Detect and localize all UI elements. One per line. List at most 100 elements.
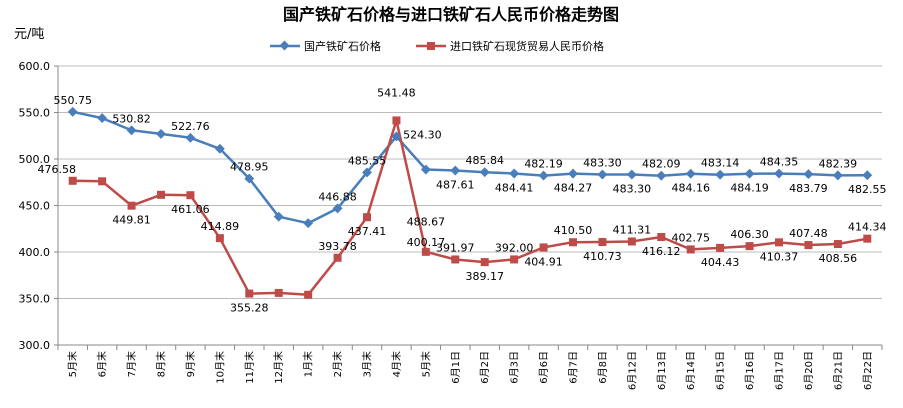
data-label-series-2: 400.17 bbox=[407, 236, 446, 249]
point-series-1 bbox=[156, 128, 166, 139]
point-series-2 bbox=[833, 240, 842, 249]
data-label-series-2: 414.34 bbox=[848, 221, 887, 234]
data-label-series-2: 391.97 bbox=[436, 241, 475, 254]
data-label-series-2: 410.73 bbox=[583, 250, 622, 263]
series-lines bbox=[72, 110, 868, 297]
data-label-series-2: 404.91 bbox=[524, 255, 563, 268]
point-series-1 bbox=[774, 168, 784, 179]
data-label-series-1: 484.19 bbox=[730, 182, 769, 195]
x-tick-label: 5月末 bbox=[66, 351, 79, 377]
x-tick-label: 6月7日 bbox=[568, 351, 580, 384]
x-tick-label: 9月末 bbox=[184, 351, 197, 377]
x-tick-label: 6月17日 bbox=[774, 351, 786, 390]
x-tick-label: 6月22日 bbox=[862, 351, 874, 390]
data-label-series-1: 482.09 bbox=[642, 158, 681, 171]
legend-marker-series-2 bbox=[427, 42, 435, 50]
point-series-2 bbox=[157, 190, 165, 199]
x-tick-label: 8月末 bbox=[155, 351, 168, 377]
y-tick-label: 600.0 bbox=[19, 60, 51, 73]
data-label-series-1: 530.82 bbox=[112, 112, 151, 125]
data-label-series-1: 482.55 bbox=[848, 183, 887, 196]
data-label-series-2: 406.30 bbox=[730, 228, 769, 241]
data-label-series-2: 407.48 bbox=[789, 227, 828, 240]
point-series-1 bbox=[391, 131, 402, 142]
markers bbox=[67, 106, 873, 299]
data-label-series-1: 484.41 bbox=[495, 181, 534, 194]
data-label-series-2: 408.56 bbox=[819, 252, 858, 265]
data-labels: 550.75 530.82 522.76 478.95 446.88 485.55 524.… bbox=[37, 86, 886, 314]
point-series-2 bbox=[392, 116, 401, 125]
data-label-series-2: 389.17 bbox=[465, 270, 504, 283]
y-tick-label: 300.0 bbox=[19, 339, 51, 352]
point-series-1 bbox=[803, 169, 814, 180]
point-series-1 bbox=[273, 211, 284, 222]
x-tick-label: 6月12日 bbox=[626, 351, 638, 390]
x-tick-label: 6月末 bbox=[96, 351, 109, 377]
point-series-2 bbox=[510, 255, 519, 264]
point-series-1 bbox=[597, 169, 608, 180]
x-tick-label: 6月2日 bbox=[479, 351, 491, 384]
point-series-2 bbox=[716, 243, 725, 252]
data-label-series-1: 484.35 bbox=[760, 156, 799, 169]
y-tick-label: 350.0 bbox=[19, 293, 51, 306]
data-label-series-2: 410.50 bbox=[554, 224, 593, 237]
data-label-series-2: 392.00 bbox=[495, 241, 534, 254]
x-tick-label: 6月8日 bbox=[597, 351, 609, 384]
y-tick-label: 550.0 bbox=[19, 107, 51, 120]
y-axis-ticks: 300.0 350.0 400.0 450.0 500.0 550.0 600.0 bbox=[19, 60, 51, 352]
x-tick-label: 6月13日 bbox=[656, 351, 668, 390]
point-series-2 bbox=[451, 255, 460, 264]
x-tick-label: 6月16日 bbox=[744, 351, 756, 390]
point-series-2 bbox=[68, 176, 77, 185]
data-label-series-2: 449.81 bbox=[112, 214, 151, 227]
data-label-series-1: 487.61 bbox=[436, 179, 475, 192]
data-label-series-1: 483.14 bbox=[701, 157, 740, 170]
x-tick-label: 6月15日 bbox=[715, 351, 727, 390]
data-label-series-2: 402.75 bbox=[671, 231, 710, 244]
point-series-1 bbox=[332, 203, 343, 214]
data-label-series-2: 355.28 bbox=[230, 302, 269, 315]
point-series-2 bbox=[363, 213, 371, 222]
y-tick-label: 450.0 bbox=[19, 200, 51, 213]
point-series-2 bbox=[274, 288, 283, 297]
data-label-series-2: 416.12 bbox=[642, 245, 681, 258]
point-series-2 bbox=[569, 238, 577, 247]
x-tick-label: 4月末 bbox=[390, 351, 403, 377]
data-label-series-1: 484.16 bbox=[671, 182, 710, 195]
data-label-series-2: 411.31 bbox=[613, 223, 652, 236]
point-series-1 bbox=[303, 218, 314, 229]
point-series-2 bbox=[686, 245, 695, 254]
data-label-series-2: 393.78 bbox=[318, 240, 357, 253]
point-series-1 bbox=[685, 168, 696, 179]
data-label-series-1: 522.76 bbox=[171, 120, 210, 133]
legend-label-series-2: 进口铁矿石现货贸易人民币价格 bbox=[450, 39, 604, 53]
point-series-2 bbox=[127, 201, 136, 210]
series-line-1 bbox=[72, 110, 868, 225]
point-series-1 bbox=[126, 125, 137, 136]
y-tick-label: 500.0 bbox=[19, 153, 51, 166]
x-tick-label: 3月末 bbox=[361, 351, 374, 377]
data-label-series-1: 488.67 bbox=[407, 216, 446, 229]
point-series-2 bbox=[215, 234, 224, 243]
point-series-1 bbox=[509, 168, 520, 179]
point-series-1 bbox=[362, 167, 372, 178]
y-axis-unit: 元/吨 bbox=[14, 27, 44, 42]
point-series-1 bbox=[538, 170, 549, 181]
point-series-1 bbox=[744, 168, 755, 179]
point-series-2 bbox=[98, 177, 107, 186]
x-tick-label: 2月末 bbox=[331, 351, 344, 377]
x-tick-label: 11月末 bbox=[243, 351, 256, 384]
point-series-1 bbox=[832, 170, 843, 181]
chart-title: 国产铁矿石价格与进口铁矿石人民币价格走势图 bbox=[283, 5, 619, 24]
x-tick-label: 1月末 bbox=[302, 351, 315, 377]
point-series-2 bbox=[186, 191, 195, 200]
point-series-1 bbox=[214, 143, 225, 154]
point-series-1 bbox=[450, 165, 461, 176]
x-tick-label: 6月20日 bbox=[803, 351, 815, 390]
data-label-series-1: 485.55 bbox=[348, 154, 387, 167]
x-tick-label: 6月6日 bbox=[538, 351, 550, 384]
point-series-1 bbox=[97, 113, 108, 124]
point-series-2 bbox=[333, 253, 342, 262]
data-label-series-2: 476.58 bbox=[37, 163, 76, 176]
x-tick-label: 12月末 bbox=[272, 351, 285, 384]
